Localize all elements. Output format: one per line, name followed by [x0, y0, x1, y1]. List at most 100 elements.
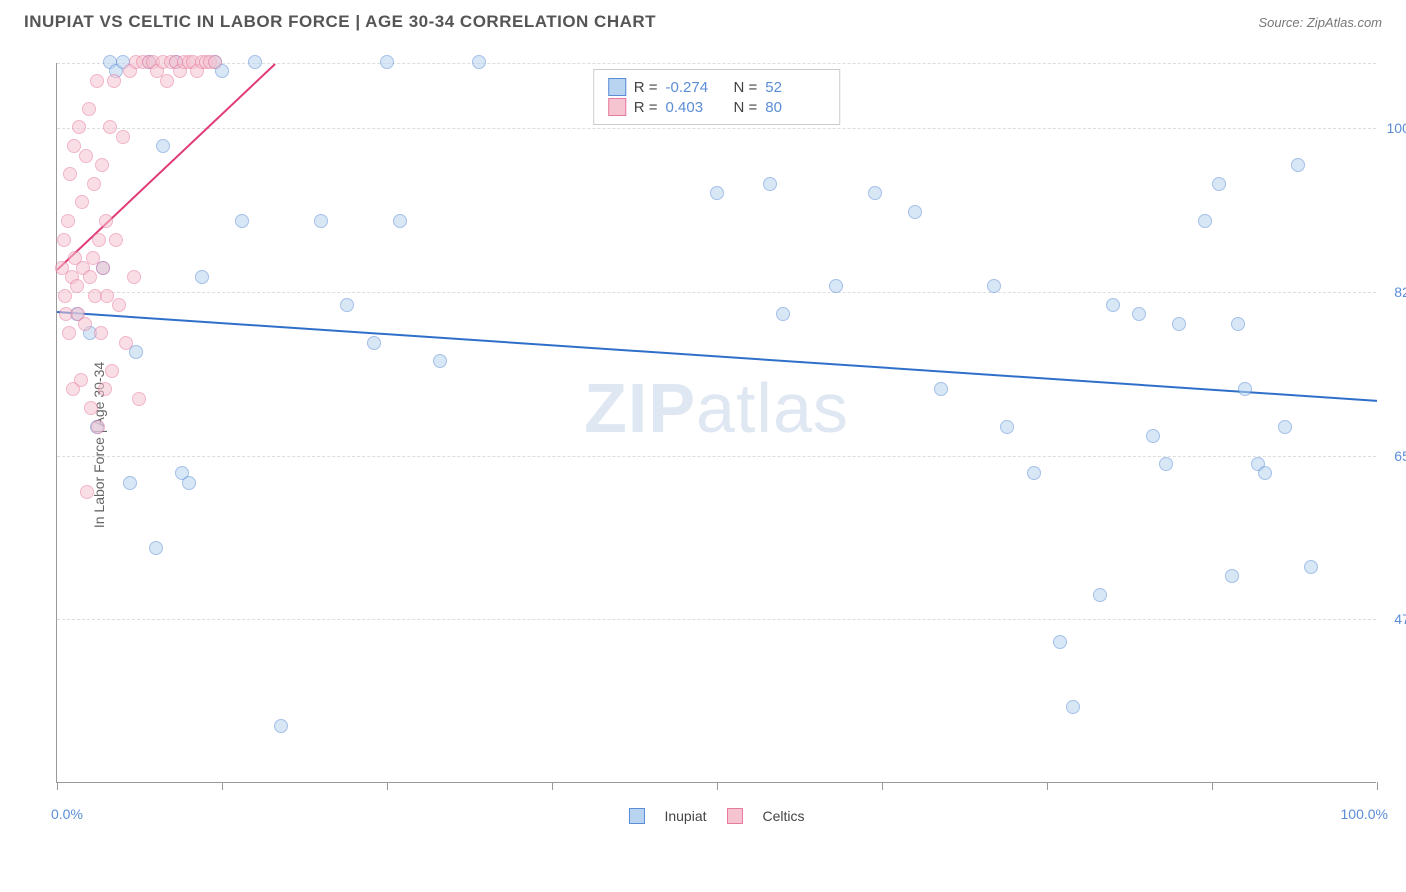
watermark-atlas: atlas: [696, 369, 849, 447]
legend-row-celtics: R = 0.403 N = 80: [608, 98, 826, 116]
data-point: [74, 373, 88, 387]
data-point: [1278, 420, 1292, 434]
r-value-inupiat: -0.274: [666, 79, 726, 96]
x-tick: [1377, 782, 1378, 790]
x-tick: [717, 782, 718, 790]
legend-row-inupiat: R = -0.274 N = 52: [608, 78, 826, 96]
data-point: [72, 120, 86, 134]
watermark: ZIPatlas: [584, 368, 849, 448]
y-tick-label: 65.0%: [1394, 448, 1406, 464]
data-point: [776, 307, 790, 321]
data-point: [63, 167, 77, 181]
data-point: [182, 476, 196, 490]
data-point: [1159, 457, 1173, 471]
n-label: N =: [734, 79, 758, 96]
data-point: [80, 485, 94, 499]
swatch-celtics-bottom: [727, 808, 743, 824]
plot-area: ZIPatlas R = -0.274 N = 52 R = 0.403 N =…: [56, 63, 1376, 783]
correlation-legend: R = -0.274 N = 52 R = 0.403 N = 80: [593, 69, 841, 125]
y-tick-label: 47.5%: [1394, 611, 1406, 627]
data-point: [83, 270, 97, 284]
data-point: [1000, 420, 1014, 434]
swatch-celtics: [608, 98, 626, 116]
r-value-celtics: 0.403: [666, 99, 726, 116]
data-point: [195, 270, 209, 284]
n-value-celtics: 80: [765, 99, 825, 116]
data-point: [90, 74, 104, 88]
x-tick: [1212, 782, 1213, 790]
data-point: [123, 476, 137, 490]
n-label: N =: [734, 99, 758, 116]
x-tick: [1047, 782, 1048, 790]
gridline: [57, 619, 1376, 620]
data-point: [1238, 382, 1252, 396]
data-point: [1027, 466, 1041, 480]
data-point: [61, 214, 75, 228]
data-point: [908, 205, 922, 219]
data-point: [98, 382, 112, 396]
data-point: [868, 186, 882, 200]
data-point: [710, 186, 724, 200]
data-point: [62, 326, 76, 340]
data-point: [79, 149, 93, 163]
data-point: [91, 420, 105, 434]
data-point: [248, 55, 262, 69]
data-point: [1053, 635, 1067, 649]
x-tick: [57, 782, 58, 790]
data-point: [109, 233, 123, 247]
data-point: [1132, 307, 1146, 321]
data-point: [57, 233, 71, 247]
data-point: [156, 139, 170, 153]
data-point: [1291, 158, 1305, 172]
data-point: [116, 130, 130, 144]
data-point: [119, 336, 133, 350]
data-point: [78, 317, 92, 331]
x-tick: [222, 782, 223, 790]
series-label-inupiat: Inupiat: [664, 808, 706, 824]
x-tick: [882, 782, 883, 790]
data-point: [208, 55, 222, 69]
data-point: [58, 289, 72, 303]
data-point: [1212, 177, 1226, 191]
data-point: [340, 298, 354, 312]
x-axis-min-label: 0.0%: [51, 806, 83, 822]
data-point: [149, 541, 163, 555]
gridline: [57, 292, 1376, 293]
gridline: [57, 456, 1376, 457]
data-point: [1258, 466, 1272, 480]
data-point: [1304, 560, 1318, 574]
data-point: [94, 326, 108, 340]
chart-title: INUPIAT VS CELTIC IN LABOR FORCE | AGE 3…: [24, 12, 656, 32]
gridline: [57, 128, 1376, 129]
data-point: [1093, 588, 1107, 602]
trend-line-celtics: [56, 63, 275, 270]
data-point: [987, 279, 1001, 293]
data-point: [314, 214, 328, 228]
swatch-inupiat-bottom: [628, 808, 644, 824]
x-tick: [552, 782, 553, 790]
data-point: [82, 102, 96, 116]
data-point: [160, 74, 174, 88]
series-legend: Inupiat Celtics: [628, 808, 804, 824]
data-point: [1231, 317, 1245, 331]
r-label: R =: [634, 99, 658, 116]
data-point: [105, 364, 119, 378]
data-point: [92, 233, 106, 247]
data-point: [1172, 317, 1186, 331]
data-point: [1066, 700, 1080, 714]
data-point: [103, 120, 117, 134]
data-point: [107, 74, 121, 88]
chart-container: In Labor Force | Age 30-34 ZIPatlas R = …: [48, 55, 1383, 835]
series-label-celtics: Celtics: [763, 808, 805, 824]
data-point: [763, 177, 777, 191]
data-point: [1225, 569, 1239, 583]
data-point: [235, 214, 249, 228]
data-point: [75, 195, 89, 209]
data-point: [829, 279, 843, 293]
data-point: [95, 158, 109, 172]
data-point: [96, 261, 110, 275]
data-point: [472, 55, 486, 69]
data-point: [1146, 429, 1160, 443]
n-value-inupiat: 52: [765, 79, 825, 96]
data-point: [380, 55, 394, 69]
